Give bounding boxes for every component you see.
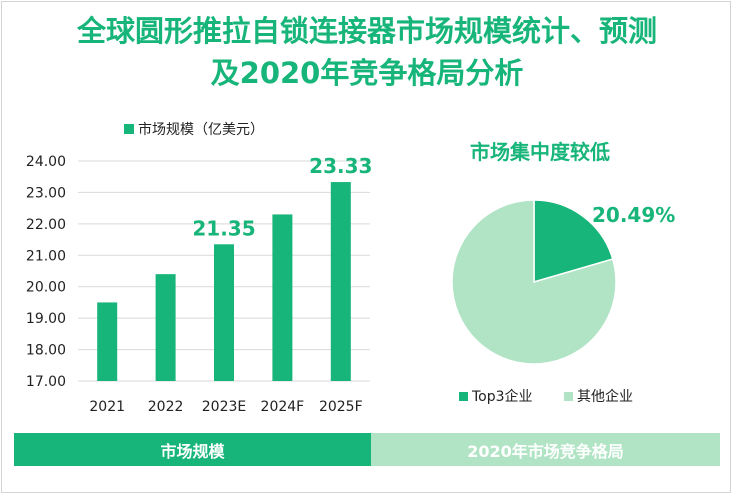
title-line-2: 及2020年竞争格局分析 [210,56,524,90]
x-tick-label: 2021 [89,399,125,415]
legend-swatch-top3 [459,392,468,401]
pie-data-label: 20.49% [592,203,675,227]
pie-chart-title: 市场集中度较低 [470,140,610,164]
bar-2023E [214,244,234,381]
bar-2022 [155,274,176,381]
y-tick-label: 24.00 [26,154,66,170]
legend-label-market-size: 市场规模（亿美元） [138,121,264,138]
pie-slice-其他企业 [451,199,617,365]
data-label: 21.35 [192,216,255,240]
page-title: 全球圆形推拉自锁连接器市场规模统计、预测 及2020年竞争格局分析 [0,10,734,94]
y-tick-label: 20.00 [26,280,66,296]
legend-label-top3: Top3企业 [471,388,533,405]
data-label: 23.33 [309,154,372,178]
bar-2024F [272,214,293,381]
y-tick-label: 22.00 [26,217,66,233]
x-tick-label: 2023E [202,399,246,415]
x-tick-label: 2024F [261,399,305,415]
legend-swatch-market-size [124,124,134,134]
x-tick-label: 2025F [319,399,363,415]
pie-slice-Top3企业 [533,199,614,283]
y-tick-label: 21.00 [26,248,66,264]
footer-market-size-label: 市场规模 [14,433,371,466]
title-line-1: 全球圆形推拉自锁连接器市场规模统计、预测 [76,14,657,48]
y-tick-label: 19.00 [26,311,66,327]
bar-2025F [330,182,351,381]
legend-swatch-others [564,392,573,401]
y-tick-label: 23.00 [26,185,66,201]
bar-2021 [97,302,118,381]
footer-competition-label: 2020年市场竞争格局 [371,433,720,466]
y-tick-label: 18.00 [26,343,66,359]
y-tick-label: 17.00 [26,374,66,390]
x-tick-label: 2022 [148,399,184,415]
legend-label-others: 其他企业 [577,388,633,405]
